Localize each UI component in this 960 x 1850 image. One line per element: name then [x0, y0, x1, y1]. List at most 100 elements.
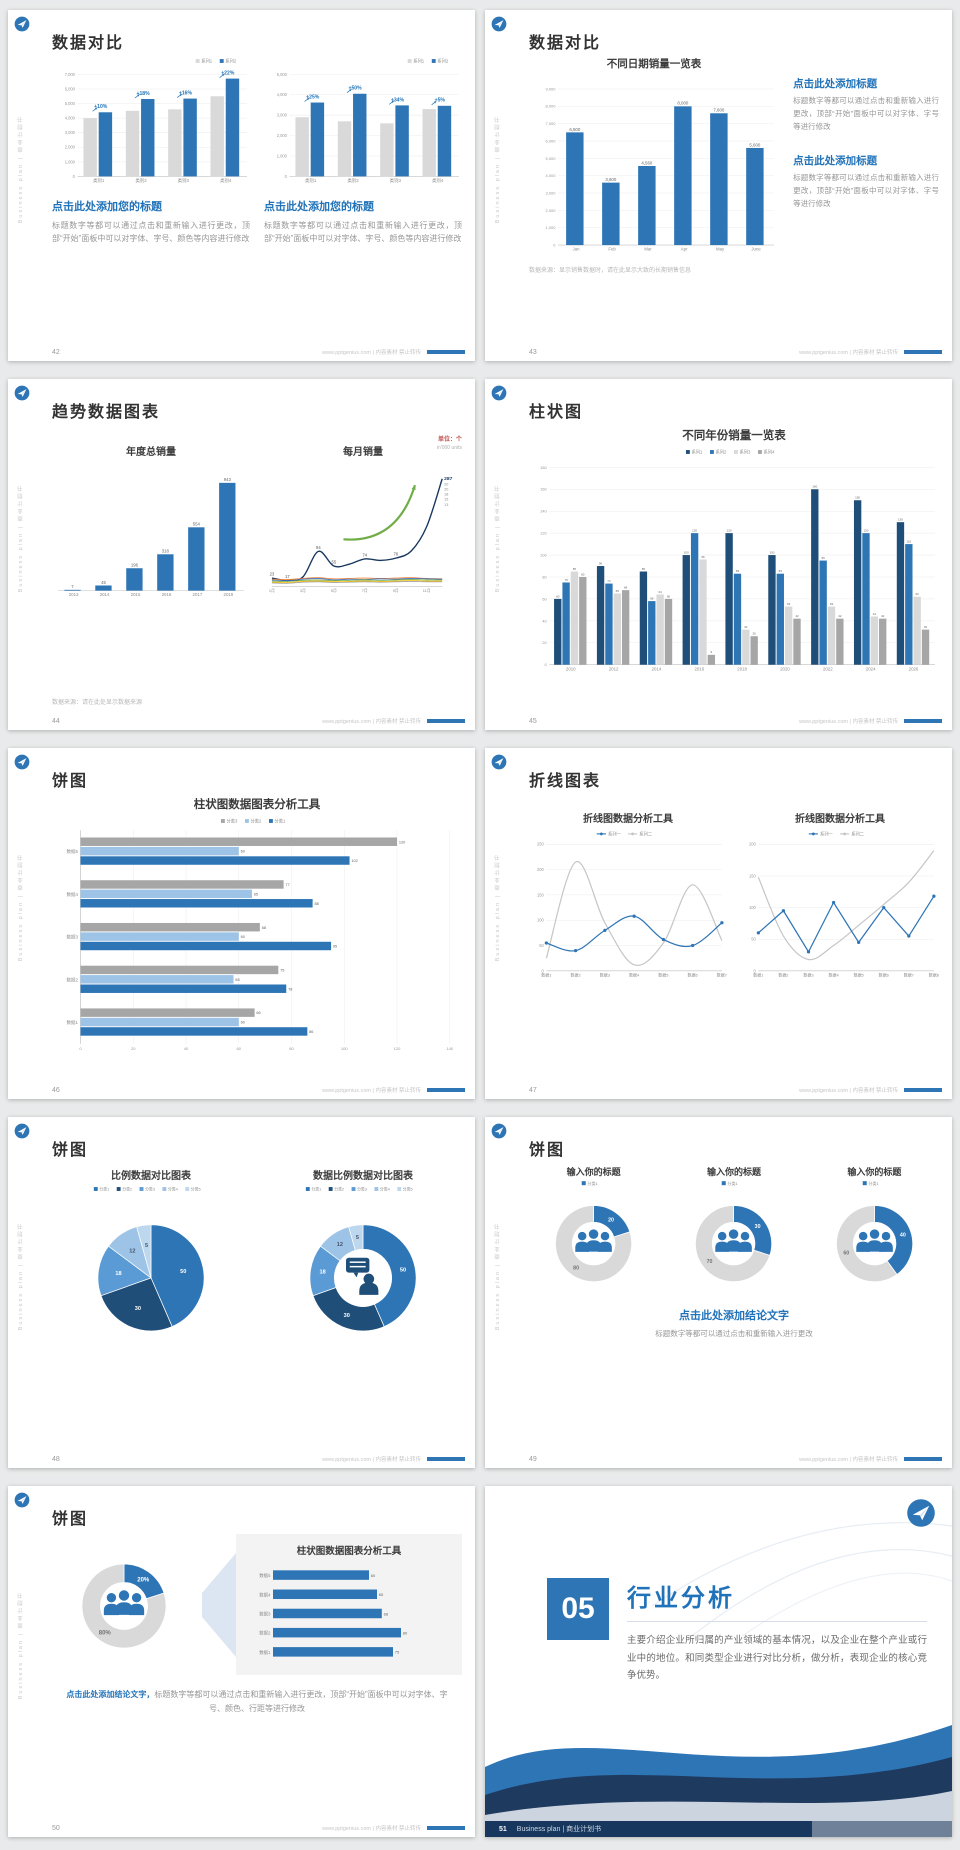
svg-text:42: 42 — [881, 614, 885, 618]
section-description: 主要介绍企业所归属的产业领域的基本情况，以及企业在整个产业或行业中的地位。和同类… — [627, 1635, 927, 1682]
svg-text:7,000: 7,000 — [545, 121, 556, 126]
block-body: 标题数字等都可以通过点击和重新输入进行更改，顶部“开始”面板中可以对字体、字号、… — [52, 220, 250, 244]
slide-42[interactable]: Business plan | 商业计划书 数据对比 0 1,000 2,000 3,… — [8, 10, 475, 361]
svg-text:30: 30 — [344, 1313, 350, 1319]
svg-text:数据1: 数据1 — [259, 1649, 271, 1656]
svg-text:+50%: +50% — [349, 86, 363, 92]
slide-44[interactable]: Business plan | 商业计划书 趋势数据图表 年度总销量 7 45 19… — [8, 379, 475, 730]
svg-text:+5%: +5% — [435, 98, 446, 104]
brand-logo-icon — [14, 385, 30, 401]
svg-text:100: 100 — [749, 905, 757, 910]
slide-50[interactable]: Business plan | 商业计划书 饼图 20% 80% 柱状图数据图表分… — [8, 1486, 475, 1837]
svg-text:12: 12 — [337, 1242, 343, 1248]
brand-logo-icon — [14, 1123, 30, 1139]
svg-text:11月: 11月 — [423, 588, 431, 593]
slide-title: 饼图 — [52, 1511, 89, 1528]
svg-text:数据6: 数据6 — [688, 972, 699, 977]
slide-title: 折线图表 — [529, 773, 602, 790]
grouped-horizontal-bar-chart: 0 20 40 60 80 100 120 140 120 77 68 75 66 60 65 60 58 60 1… — [52, 816, 462, 1056]
svg-text:3,000: 3,000 — [277, 113, 288, 118]
svg-text:150: 150 — [537, 892, 545, 897]
svg-text:80: 80 — [581, 572, 585, 576]
sidebar-vertical-text: Business plan | 商业计划书 — [18, 115, 24, 224]
slide-45[interactable]: Business plan | 商业计划书 柱状图 不同年份销量一览表 0 20 4… — [485, 379, 952, 730]
sales-column-chart: 0 1,000 2,000 3,000 4,000 5,000 6,000 7,000 8,00… — [529, 73, 779, 258]
slide-51[interactable]: 05 行业分析 主要介绍企业所归属的产业领域的基本情况，以及企业在整个产业或行业… — [485, 1486, 952, 1837]
svg-text:180: 180 — [540, 465, 548, 470]
page-number: 50 — [52, 1824, 60, 1832]
svg-text:40: 40 — [184, 1046, 189, 1051]
footer-url: www.pptgenius.com | 内容素材 禁止转传 — [322, 719, 421, 725]
svg-text:53: 53 — [787, 602, 791, 606]
svg-text:200: 200 — [537, 867, 545, 872]
svg-text:分类5: 分类5 — [191, 1187, 201, 1192]
slide-49[interactable]: Business plan | 商业计划书 饼图 输入你的标题 20 80 分类1 … — [485, 1117, 952, 1468]
svg-text:分类3: 分类3 — [226, 818, 238, 825]
block-heading: 点击此处添加标题 — [793, 78, 878, 90]
funnel-connector-shape — [202, 1552, 236, 1657]
svg-text:160: 160 — [812, 485, 817, 489]
block-heading: 点击此处添加标题 — [793, 155, 878, 168]
svg-text:5: 5 — [356, 1235, 359, 1241]
unit-label: 单位：个 in'000 units — [437, 437, 462, 451]
svg-text:90: 90 — [599, 561, 603, 565]
svg-text:数据4: 数据4 — [829, 972, 840, 977]
brand-logo-icon — [14, 754, 30, 770]
slide-footer: 45 www.pptgenius.com | 内容素材 禁止转传 — [529, 717, 942, 725]
chart-title: 折线图数据分析工具 — [795, 814, 885, 825]
svg-text:32: 32 — [744, 625, 748, 629]
svg-text:4,000: 4,000 — [277, 92, 288, 97]
svg-text:数据2: 数据2 — [67, 976, 79, 983]
footer-accent-bar — [427, 350, 465, 354]
svg-text:2018: 2018 — [224, 592, 234, 597]
svg-text:数据1: 数据1 — [541, 972, 552, 977]
svg-text:分类1: 分类1 — [99, 1187, 109, 1192]
svg-text:分类5: 分类5 — [403, 1187, 413, 1192]
svg-text:数据5: 数据5 — [658, 972, 669, 977]
footer-accent-bar — [904, 350, 942, 354]
page-number: 44 — [52, 717, 60, 725]
svg-text:类别4: 类别4 — [432, 177, 444, 184]
svg-text:60: 60 — [542, 596, 547, 601]
chart-title: 比例数据对比图表 — [111, 1171, 191, 1182]
svg-text:65: 65 — [379, 1592, 384, 1597]
panel-title: 柱状图数据图表分析工具 — [296, 1546, 402, 1557]
svg-text:80: 80 — [542, 574, 547, 579]
svg-text:76: 76 — [393, 552, 398, 557]
svg-text:102: 102 — [351, 859, 357, 863]
slide-title: 数据对比 — [529, 35, 602, 52]
svg-text:20: 20 — [131, 1046, 136, 1051]
svg-text:0: 0 — [73, 174, 76, 179]
svg-text:20: 20 — [444, 482, 448, 486]
page-number: 51 — [499, 1825, 507, 1833]
svg-text:80: 80 — [289, 1046, 294, 1051]
chart-title: 不同年份销量一览表 — [682, 430, 786, 442]
brand-logo-icon — [906, 1498, 936, 1528]
sidebar-vertical-text: Business plan | 商业计划书 — [18, 484, 24, 593]
slide-48[interactable]: Business plan | 商业计划书 饼图 比例数据对比图表 50 30 18… — [8, 1117, 475, 1468]
brand-logo-icon — [14, 16, 30, 32]
sidebar-vertical-text: Business plan | 商业计划书 — [18, 853, 24, 962]
slide-footer: 49 www.pptgenius.com | 内容素材 禁止转传 — [529, 1455, 942, 1463]
svg-text:83: 83 — [736, 569, 740, 573]
svg-text:数据8: 数据8 — [929, 972, 939, 977]
svg-text:68: 68 — [262, 926, 266, 930]
svg-text:数据5: 数据5 — [67, 848, 79, 855]
svg-text:6,000: 6,000 — [65, 86, 76, 91]
svg-text:150: 150 — [749, 873, 757, 878]
svg-text:系列二: 系列二 — [639, 831, 653, 838]
svg-text:7月: 7月 — [362, 588, 368, 593]
slide-title: 趋势数据图表 — [52, 404, 161, 421]
svg-text:130: 130 — [898, 518, 903, 522]
svg-text:150: 150 — [855, 496, 860, 500]
data-source-note: 数据来源：显示销售数据时，请在此显示大致的长期销售信息 — [529, 268, 692, 275]
slide-43[interactable]: Business plan | 商业计划书 数据对比 不同日期销量一览表 0 1,… — [485, 10, 952, 361]
svg-text:75: 75 — [564, 578, 568, 582]
svg-text:20: 20 — [608, 1217, 614, 1223]
slide-46[interactable]: Business plan | 商业计划书 饼图 柱状图数据图表分析工具 0 20… — [8, 748, 475, 1099]
svg-text:类别1: 类别1 — [93, 177, 105, 184]
page-number: 43 — [529, 348, 537, 356]
svg-text:2,000: 2,000 — [65, 145, 76, 150]
svg-text:60: 60 — [371, 1573, 376, 1578]
slide-47[interactable]: Business plan | 商业计划书 折线图表 折线图数据分析工具 0 50… — [485, 748, 952, 1099]
